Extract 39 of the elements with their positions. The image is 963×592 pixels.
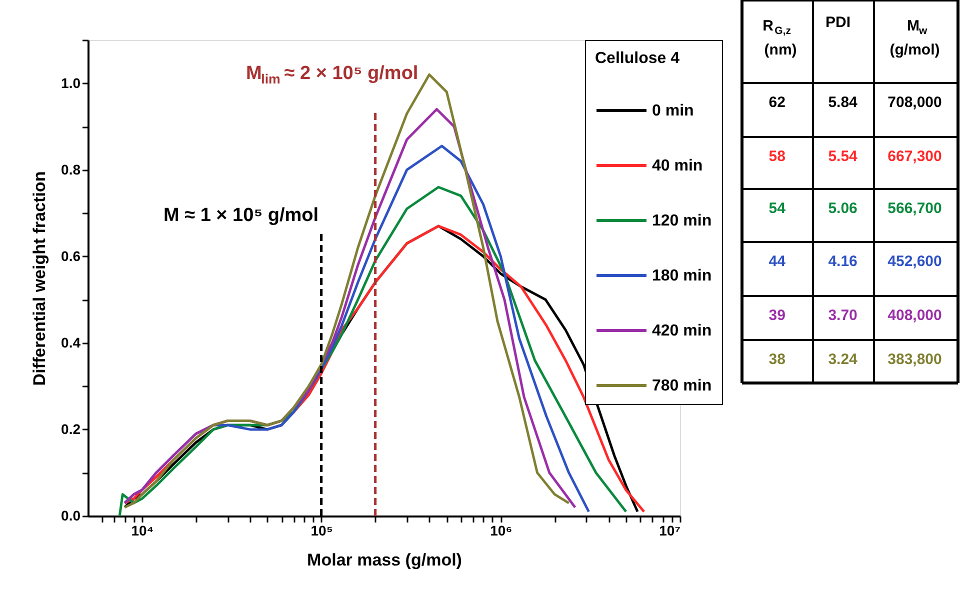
text: 383,800: [888, 351, 942, 368]
legend-label: 120 min: [652, 212, 712, 230]
x-axis-title: Molar mass (g/mol): [307, 550, 462, 570]
text: 5.84: [828, 94, 858, 111]
text: 452,600: [888, 253, 942, 270]
text: 4.16: [828, 253, 858, 270]
legend-title: Cellulose 4: [595, 50, 680, 67]
text: 708,000: [888, 94, 942, 111]
text: 3.70: [828, 307, 858, 324]
text: 5.54: [828, 148, 858, 165]
text: 5.06: [828, 200, 858, 217]
text: 408,000: [888, 307, 942, 324]
text: 38: [768, 351, 786, 368]
x-tick-label: 10⁷: [659, 522, 681, 538]
x-tick-label: 10⁴: [131, 522, 154, 538]
text: 39: [768, 307, 786, 324]
text: 62: [768, 94, 786, 111]
y-tick-label: 1.0: [61, 74, 81, 91]
legend-label: 180 min: [652, 268, 712, 284]
y-tick-label: 0.8: [61, 161, 81, 178]
text: PDI: [826, 14, 851, 31]
y-tick-label: 0.6: [61, 248, 81, 264]
text: 566,700: [888, 200, 942, 217]
y-axis-title: Differential weight fraction: [30, 171, 50, 386]
text: 3.24: [828, 351, 858, 368]
y-tick-label: 0.4: [61, 334, 81, 350]
y-tick-label: 0.0: [61, 508, 81, 524]
legend-label: 0 min: [652, 102, 694, 120]
text: 54: [768, 200, 786, 217]
text: 58: [768, 148, 786, 165]
legend-label: 780 min: [652, 378, 712, 394]
legend-label: 420 min: [652, 322, 712, 340]
y-tick-label: 0.2: [61, 420, 81, 437]
text: 667,300: [888, 148, 942, 165]
x-tick-label: 10⁵: [310, 522, 333, 538]
ref-line-label: M ≈ 1 × 10⁵ g/mol: [164, 205, 319, 226]
text: 44: [768, 253, 786, 270]
legend-label: 40 min: [652, 158, 703, 174]
x-tick-label: 10⁶: [490, 522, 512, 538]
